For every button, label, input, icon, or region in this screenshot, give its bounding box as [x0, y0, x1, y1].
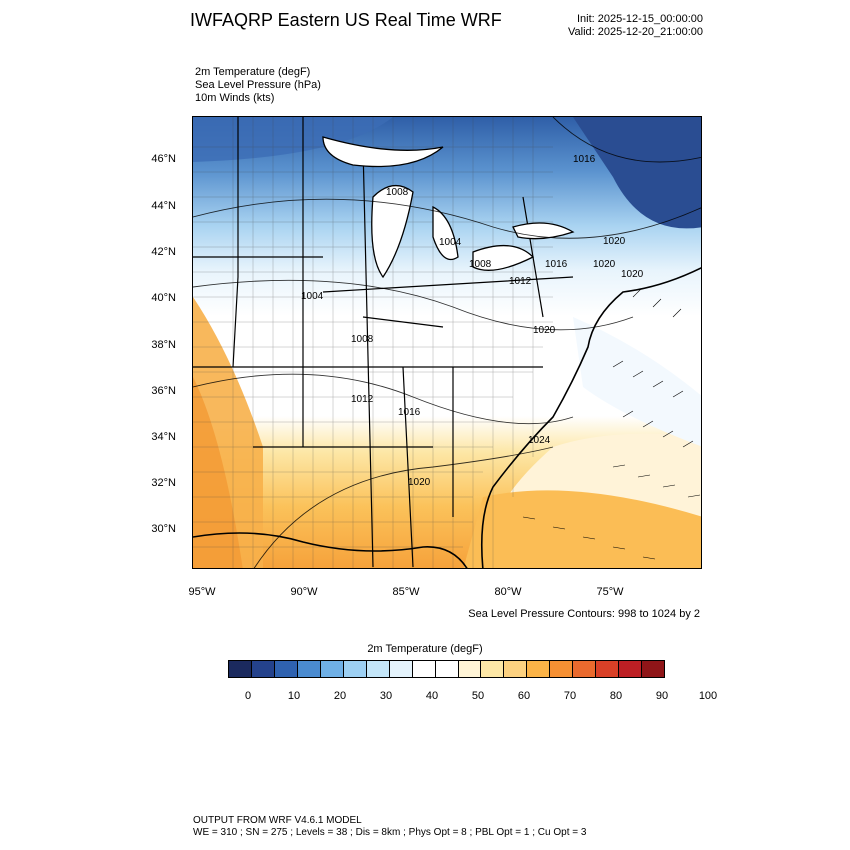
- contour-note: Sea Level Pressure Contours: 998 to 1024…: [468, 608, 700, 620]
- colorbar-swatch: [596, 661, 620, 677]
- model-config: WE = 310 ; SN = 275 ; Levels = 38 ; Dis …: [193, 827, 587, 838]
- variable-temperature: 2m Temperature (degF): [195, 66, 311, 78]
- wind-barbs: [522, 288, 701, 560]
- colorbar-swatch: [366, 661, 390, 677]
- colorbar-swatch: [229, 661, 252, 677]
- lat-label: 30°N: [151, 523, 176, 535]
- great-lakes: [322, 136, 575, 279]
- colorbar-swatch: [573, 661, 597, 677]
- lat-label: 36°N: [151, 385, 176, 397]
- lon-label: 75°W: [596, 586, 624, 598]
- colorbar-tick-label: 50: [471, 690, 485, 702]
- model-footer: OUTPUT FROM WRF V4.6.1 MODEL WE = 310 ; …: [193, 815, 586, 839]
- variable-slp: Sea Level Pressure (hPa): [195, 79, 321, 91]
- ocean-warm: [463, 490, 701, 568]
- cold-region-northeast: [573, 117, 701, 229]
- colorbar-tick-label: 40: [425, 690, 439, 702]
- hot-region-southwest: [193, 377, 243, 568]
- colorbar-swatch: [642, 661, 665, 677]
- colorbar-tick-label: 30: [379, 690, 393, 702]
- isobar-label: 1020: [593, 259, 616, 270]
- isobar-label: 1004: [301, 291, 324, 302]
- lat-label: 32°N: [151, 477, 176, 489]
- weather-map: 1016 1020 1008 1004 1008 1016 1012 1020 …: [192, 116, 702, 569]
- isobar-label: 1012: [509, 276, 532, 287]
- isobar-label: 1008: [386, 187, 409, 198]
- colorbar-swatch: [504, 661, 528, 677]
- lon-label: 85°W: [392, 586, 420, 598]
- variable-winds: 10m Winds (kts): [195, 92, 275, 104]
- colorbar-tick-label: 90: [655, 690, 669, 702]
- valid-time: Valid: 2025-12-20_21:00:00: [568, 26, 703, 38]
- isobar-label: 1016: [573, 154, 596, 165]
- state-borders: [193, 117, 574, 568]
- colorbar-swatch: [274, 661, 298, 677]
- colorbar-title: 2m Temperature (degF): [367, 643, 483, 655]
- isobar-label-layer: 1016 1020 1008 1004 1008 1016 1012 1020 …: [301, 154, 644, 488]
- isobar-label: 1020: [408, 477, 431, 488]
- isobar-label: 1020: [533, 325, 556, 336]
- isobar-label: 1012: [351, 394, 374, 405]
- lat-label: 42°N: [151, 246, 176, 258]
- model-version: OUTPUT FROM WRF V4.6.1 MODEL: [193, 815, 362, 826]
- lon-label: 90°W: [290, 586, 318, 598]
- isobars: [193, 117, 701, 568]
- colorbar-swatch: [297, 661, 321, 677]
- isobar-label: 1020: [603, 236, 626, 247]
- colorbar-swatch: [320, 661, 344, 677]
- colorbar-swatch: [251, 661, 275, 677]
- map-canvas: 1016 1020 1008 1004 1008 1016 1012 1020 …: [193, 117, 701, 568]
- colorbar-tick-label: 0: [244, 690, 252, 702]
- colorbar-swatch: [550, 661, 574, 677]
- colorbar-swatch: [619, 661, 643, 677]
- isobar-label: 1020: [621, 269, 644, 280]
- colorbar: [228, 660, 665, 678]
- lat-label: 38°N: [151, 339, 176, 351]
- isobar-label: 1004: [439, 237, 462, 248]
- colorbar-tick-label: 70: [563, 690, 577, 702]
- colorbar-tick-label: 60: [517, 690, 531, 702]
- lat-label: 40°N: [151, 292, 176, 304]
- lat-label: 46°N: [151, 153, 176, 165]
- gulf-coastline: [193, 532, 468, 568]
- time-info: Init: 2025-12-15_00:00:00 Valid: 2025-12…: [568, 13, 703, 39]
- plot-title: IWFAQRP Eastern US Real Time WRF: [190, 10, 502, 30]
- colorbar-tick-label: 80: [609, 690, 623, 702]
- init-time: Init: 2025-12-15_00:00:00: [577, 13, 703, 25]
- variable-list: 2m Temperature (degF) Sea Level Pressure…: [195, 66, 321, 105]
- colorbar-tick-label: 20: [333, 690, 347, 702]
- isobar-label: 1024: [528, 435, 551, 446]
- colorbar-swatch: [389, 661, 413, 677]
- lon-label: 80°W: [494, 586, 522, 598]
- colorbar-tick-label: 10: [287, 690, 301, 702]
- isobar-label: 1016: [545, 259, 568, 270]
- isobar-label: 1008: [469, 259, 492, 270]
- colorbar-swatch: [435, 661, 459, 677]
- colorbar-swatch: [527, 661, 551, 677]
- colorbar-tick-label: 100: [698, 690, 718, 702]
- lat-label: 34°N: [151, 431, 176, 443]
- isobar-label: 1008: [351, 334, 374, 345]
- isobar-label: 1016: [398, 407, 421, 418]
- lat-label: 44°N: [151, 200, 176, 212]
- colorbar-swatch: [412, 661, 436, 677]
- colorbar-swatch: [343, 661, 367, 677]
- colorbar-swatch: [481, 661, 505, 677]
- lon-label: 95°W: [188, 586, 216, 598]
- atlantic-coastline: [480, 267, 701, 568]
- ocean-cool: [573, 317, 701, 447]
- colorbar-swatch: [458, 661, 482, 677]
